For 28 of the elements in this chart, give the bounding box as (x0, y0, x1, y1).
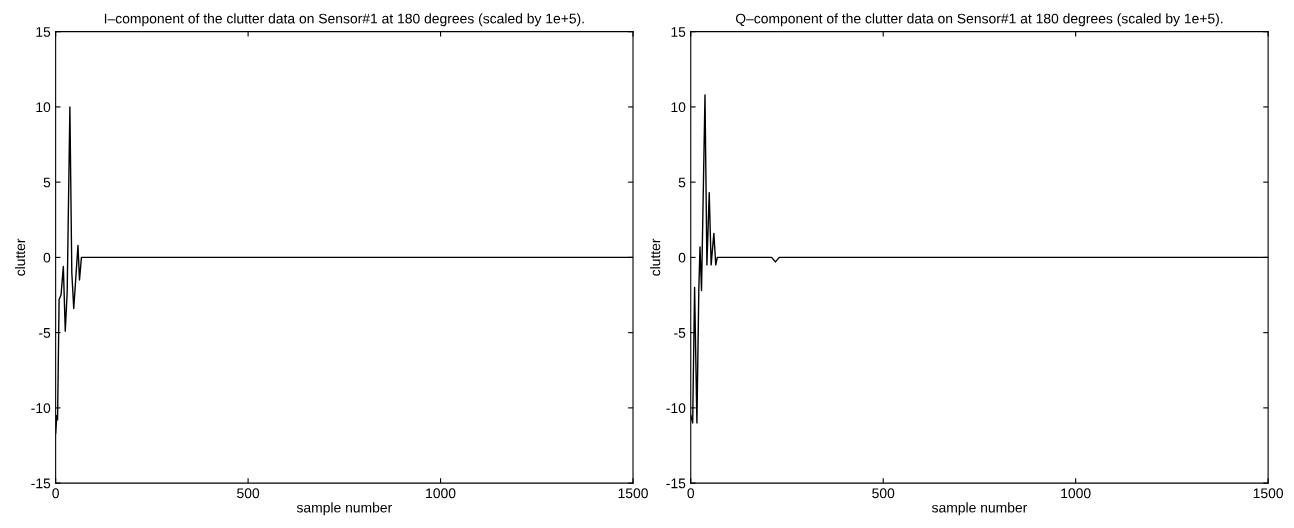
y-tick-label: 15 (36, 27, 51, 37)
chart-title: I–component of the clutter data on Sensor#1 at 180 degrees (scaled by 1e+5). (104, 13, 584, 27)
x-tick-label: 1000 (1061, 488, 1091, 499)
x-tick-label: 1500 (618, 488, 648, 499)
chart-title: Q–component of the clutter data on Sensor#1 at 180 degrees (scaled by 1e+5). (735, 13, 1223, 27)
y-tick-label: 5 (678, 177, 686, 188)
x-tick-label: 500 (237, 488, 260, 499)
y-axis-title: clutter (14, 238, 26, 276)
y-tick-label: -15 (666, 478, 686, 489)
x-tick-label: 0 (687, 488, 695, 499)
x-tick-label: 0 (52, 488, 59, 499)
y-tick-label: -15 (31, 478, 51, 489)
y-tick-label: 10 (671, 102, 686, 113)
x-tick-label: 1500 (1253, 488, 1284, 499)
x-tick-label: 1000 (426, 488, 456, 499)
y-tick-label: -10 (31, 403, 51, 414)
x-axis-title: sample number (296, 502, 392, 516)
x-tick-label: 500 (872, 488, 895, 499)
y-tick-label: 0 (43, 252, 51, 263)
x-axis-title: sample number (931, 502, 1028, 516)
y-tick-label: 10 (36, 102, 51, 113)
y-tick-label: 5 (43, 177, 51, 188)
y-tick-label: -5 (674, 328, 686, 338)
y-tick-label: 15 (671, 27, 686, 37)
y-tick-label: 0 (678, 252, 686, 263)
y-tick-label: -5 (39, 328, 51, 338)
y-tick-label: -10 (666, 403, 686, 414)
y-axis-title: clutter (650, 238, 661, 276)
